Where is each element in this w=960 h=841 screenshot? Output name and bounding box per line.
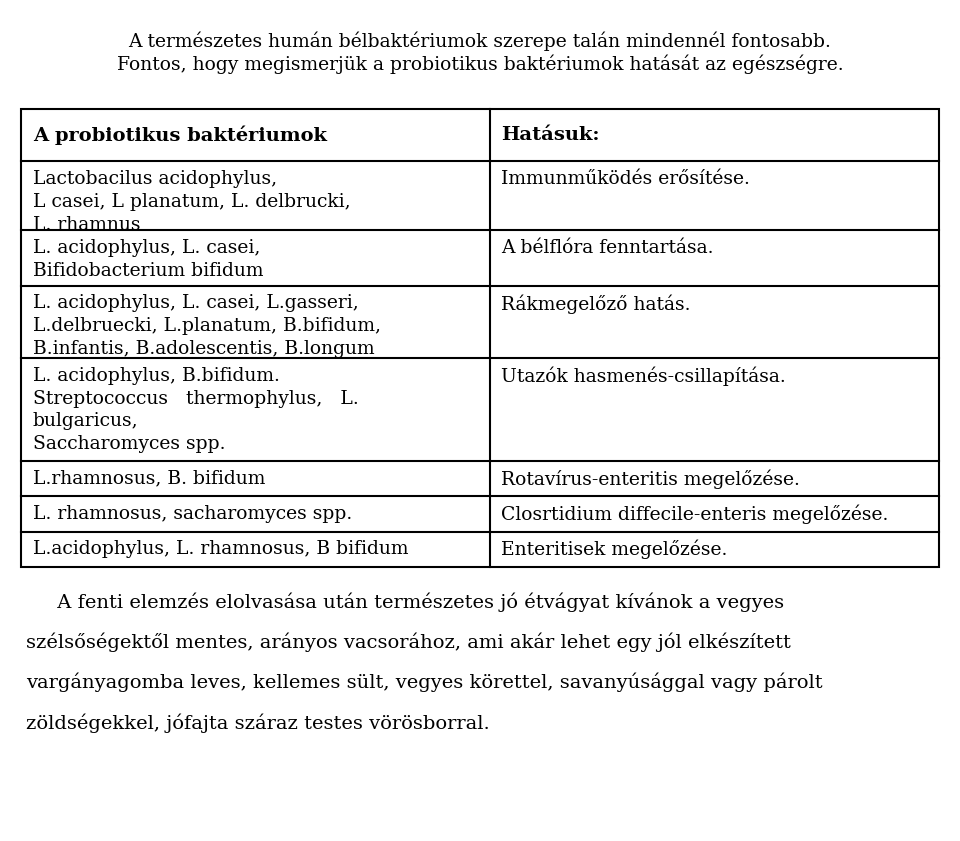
Text: A természetes humán bélbaktériumok szerepe talán mindennél fontosabb.: A természetes humán bélbaktériumok szere…	[129, 32, 831, 51]
Text: L. acidophylus, L. casei,
Bifidobacterium bifidum: L. acidophylus, L. casei, Bifidobacteriu…	[33, 239, 263, 280]
Text: Rákmegelőző hatás.: Rákmegelőző hatás.	[501, 294, 690, 314]
Text: zöldségekkel, jófajta száraz testes vörösborral.: zöldségekkel, jófajta száraz testes vörö…	[26, 713, 490, 733]
Text: L. acidophylus, B.bifidum.
Streptococcus   thermophylus,   L.
bulgaricus,
Saccha: L. acidophylus, B.bifidum. Streptococcus…	[33, 367, 358, 453]
Text: Utazók hasmenés-csillapítása.: Utazók hasmenés-csillapítása.	[501, 367, 786, 386]
Text: Fontos, hogy megismerjük a probiotikus baktériumok hatását az egészségre.: Fontos, hogy megismerjük a probiotikus b…	[117, 55, 843, 74]
Text: vargányagomba leves, kellemes sült, vegyes körettel, savanyúsággal vagy párolt: vargányagomba leves, kellemes sült, vegy…	[26, 673, 823, 692]
Text: L.acidophylus, L. rhamnosus, B bifidum: L.acidophylus, L. rhamnosus, B bifidum	[33, 540, 408, 558]
Text: A fenti elemzés elolvasása után természetes jó étvágyat kívánok a vegyes: A fenti elemzés elolvasása után természe…	[26, 592, 784, 611]
Text: Closrtidium diffecile-enteris megelőzése.: Closrtidium diffecile-enteris megelőzése…	[501, 505, 889, 524]
Text: Rotavírus-enteritis megelőzése.: Rotavírus-enteritis megelőzése.	[501, 469, 800, 489]
Text: A probiotikus baktériumok: A probiotikus baktériumok	[33, 125, 326, 145]
Text: szélsőségektől mentes, arányos vacsorához, ami akár lehet egy jól elkészített: szélsőségektől mentes, arányos vacsoráho…	[26, 632, 791, 652]
Text: L.rhamnosus, B. bifidum: L.rhamnosus, B. bifidum	[33, 469, 265, 487]
Text: Lactobacilus acidophylus,
L casei, L planatum, L. delbrucki,
L. rhamnus: Lactobacilus acidophylus, L casei, L pla…	[33, 170, 350, 234]
Bar	[21, 109, 939, 567]
Text: L. acidophylus, L. casei, L.gasseri,
L.delbruecki, L.planatum, B.bifidum,
B.infa: L. acidophylus, L. casei, L.gasseri, L.d…	[33, 294, 380, 358]
Text: Enteritisek megelőzése.: Enteritisek megelőzése.	[501, 540, 728, 559]
Text: A bélflóra fenntartása.: A bélflóra fenntartása.	[501, 239, 713, 257]
Text: Hatásuk:: Hatásuk:	[501, 126, 600, 145]
Text: L. rhamnosus, sacharomyces spp.: L. rhamnosus, sacharomyces spp.	[33, 505, 352, 522]
Text: Immunműködés erősítése.: Immunműködés erősítése.	[501, 170, 750, 188]
